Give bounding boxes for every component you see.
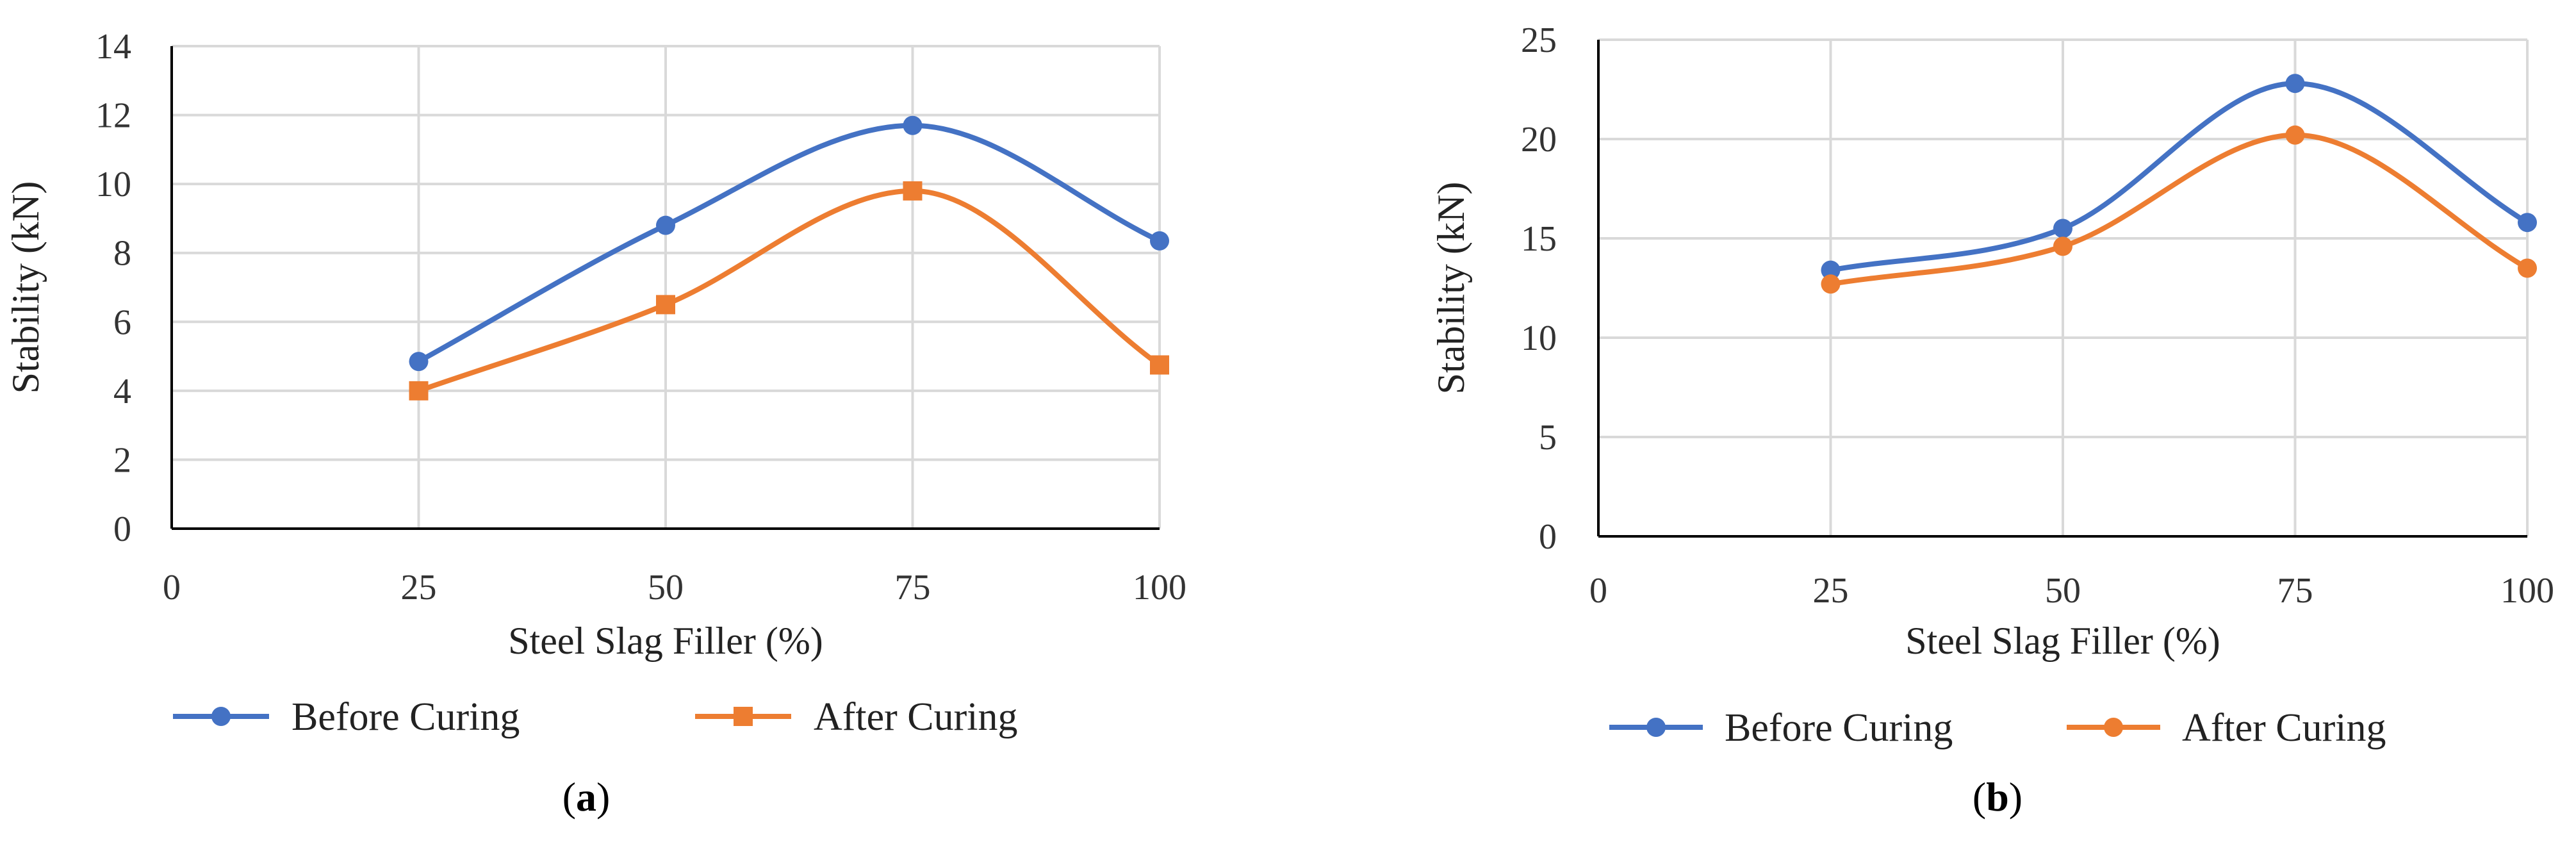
caption-letter: a — [576, 774, 596, 820]
x-tick-label: 0 — [163, 568, 181, 607]
legend-marker — [211, 707, 231, 726]
data-point-after-curing — [2053, 236, 2072, 256]
y-tick-label: 12 — [95, 96, 131, 136]
x-tick-label: 75 — [895, 568, 931, 607]
data-point-after-curing — [1150, 355, 1169, 375]
y-tick-label: 25 — [1521, 21, 1557, 60]
legend-label: Before Curing — [1725, 706, 1953, 750]
caption-close-paren: ) — [2009, 774, 2022, 820]
data-point-after-curing — [2518, 258, 2537, 278]
data-point-before-curing — [656, 215, 675, 235]
x-tick-label: 100 — [2500, 571, 2554, 611]
y-tick-label: 8 — [113, 234, 131, 274]
series-line-after-curing — [1828, 132, 2530, 287]
x-tick-label: 75 — [2277, 571, 2313, 611]
panel-caption: (b) — [1973, 774, 2022, 820]
y-tick-label: 4 — [113, 372, 131, 411]
data-point-after-curing — [903, 181, 923, 201]
data-point-after-curing — [2285, 125, 2305, 145]
series-line-before-curing — [1828, 81, 2530, 273]
data-point-after-curing — [656, 295, 675, 315]
x-tick-label: 25 — [401, 568, 437, 607]
y-tick-label: 0 — [113, 509, 131, 549]
legend-label: After Curing — [2182, 706, 2386, 750]
legend-marker — [2104, 718, 2123, 737]
x-axis-title: Steel Slag Filler (%) — [1905, 620, 2220, 662]
caption-open-paren: ( — [1973, 774, 1986, 820]
y-tick-label: 20 — [1521, 120, 1557, 160]
y-tick-label: 10 — [95, 165, 131, 204]
legend-item-before-curing: Before Curing — [1609, 706, 1953, 750]
series-line-after-curing — [416, 188, 1162, 393]
caption-open-paren: ( — [562, 774, 576, 820]
x-tick-label: 25 — [1813, 571, 1849, 611]
chart-panel-a: 0 2 4 6 8 10 12 14 0 25 50 75 100 Steel Slag Filler (… — [4, 27, 1186, 820]
legend-label: Before Curing — [291, 695, 520, 739]
series-line-before-curing — [416, 122, 1162, 365]
y-tick-label: 10 — [1521, 318, 1557, 358]
y-axis-title: Stability (kN) — [4, 181, 47, 394]
data-point-before-curing — [903, 115, 923, 135]
y-tick-label: 14 — [95, 27, 131, 67]
data-point-before-curing — [409, 352, 429, 372]
y-tick-label: 0 — [1539, 517, 1557, 557]
data-point-after-curing — [1821, 274, 1841, 294]
y-axis-title: Stability (kN) — [1430, 182, 1472, 395]
caption-letter: b — [1986, 774, 2009, 820]
caption-close-paren: ) — [596, 774, 610, 820]
y-tick-label: 2 — [113, 440, 131, 480]
x-tick-label: 100 — [1133, 568, 1186, 607]
data-point-before-curing — [1150, 231, 1169, 251]
y-tick-label: 15 — [1521, 219, 1557, 259]
x-tick-label: 0 — [1589, 571, 1607, 611]
legend-item-after-curing: After Curing — [695, 695, 1018, 739]
x-axis-title: Steel Slag Filler (%) — [508, 620, 823, 662]
panel-caption: (a) — [562, 774, 611, 820]
legend-item-before-curing: Before Curing — [173, 695, 520, 739]
x-tick-label: 50 — [2045, 571, 2081, 611]
data-point-before-curing — [2053, 219, 2072, 238]
data-point-before-curing — [2285, 74, 2305, 94]
data-point-before-curing — [1821, 260, 1841, 280]
legend-label: After Curing — [814, 695, 1018, 739]
legend-item-after-curing: After Curing — [2067, 706, 2386, 750]
y-tick-label: 5 — [1539, 418, 1557, 458]
legend-marker — [734, 707, 753, 726]
y-tick-label: 6 — [113, 302, 131, 342]
x-tick-label: 50 — [648, 568, 684, 607]
data-point-before-curing — [2518, 213, 2537, 233]
data-point-after-curing — [409, 381, 429, 400]
legend-marker — [1646, 718, 1666, 737]
chart-panel-b: 0 5 10 15 20 25 0 25 50 75 100 Steel Slag Filler (%… — [1430, 21, 2554, 820]
